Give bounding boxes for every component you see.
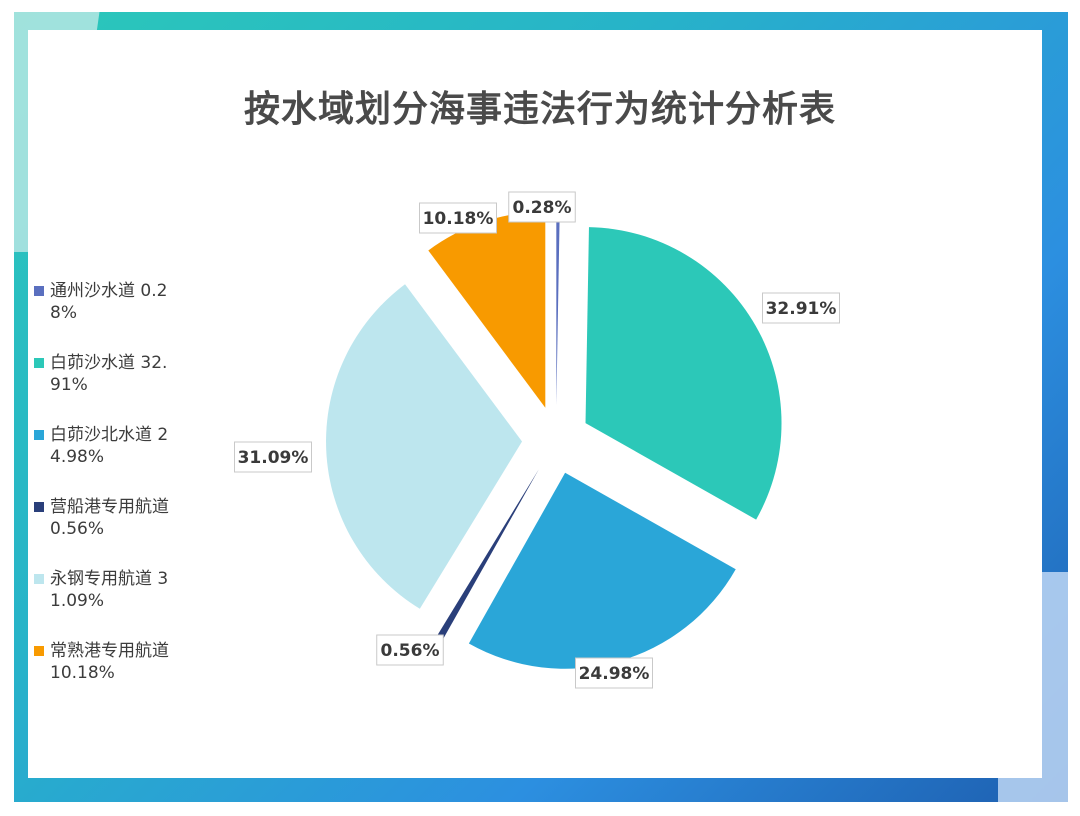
legend-swatch [34, 646, 44, 656]
pie-slice [556, 210, 560, 407]
legend-swatch [34, 574, 44, 584]
data-label-text: 0.56% [381, 641, 440, 661]
data-label-box [376, 634, 444, 666]
data-label-box [419, 202, 497, 234]
legend-label: 常熟港专用航道 10.18% [50, 641, 169, 683]
data-label-text: 10.18% [423, 209, 494, 229]
legend-item: 通州沙水道 0.28% [34, 280, 174, 324]
data-label-text: 31.09% [238, 448, 309, 468]
legend-label: 永钢专用航道 31.09% [50, 569, 169, 611]
data-label-text: 24.98% [579, 664, 650, 684]
legend-label: 白茆沙北水道 24.98% [50, 425, 169, 467]
data-label-box [234, 441, 312, 473]
data-label-box [575, 657, 653, 689]
data-label-text: 0.28% [513, 198, 572, 218]
data-label-text: 32.91% [766, 299, 837, 319]
pie-slice [585, 227, 782, 520]
slide-frame [14, 12, 1068, 802]
legend-item: 营船港专用航道 0.56% [34, 496, 174, 540]
chart-legend: 通州沙水道 0.28% 白茆沙水道 32.91% 白茆沙北水道 24.98% 营船港专… [34, 280, 174, 712]
data-label: 32.91% [762, 292, 840, 324]
data-label-box [762, 292, 840, 324]
legend-item: 永钢专用航道 31.09% [34, 568, 174, 612]
data-label: 0.56% [376, 634, 444, 666]
legend-item: 白茆沙水道 32.91% [34, 352, 174, 396]
legend-label: 营船港专用航道 0.56% [50, 497, 169, 539]
legend-swatch [34, 502, 44, 512]
legend-label: 白茆沙水道 32.91% [50, 353, 168, 395]
legend-label: 通州沙水道 0.28% [50, 281, 168, 323]
legend-item: 常熟港专用航道 10.18% [34, 640, 174, 684]
data-label: 24.98% [575, 657, 653, 689]
data-label: 31.09% [234, 441, 312, 473]
data-label: 0.28% [508, 191, 576, 223]
pie-slice [428, 211, 546, 408]
data-label: 10.18% [419, 202, 497, 234]
legend-swatch [34, 286, 44, 296]
pie-slice [436, 469, 539, 641]
pie-slice [468, 472, 736, 669]
legend-item: 白茆沙北水道 24.98% [34, 424, 174, 468]
pie-slice [326, 284, 523, 609]
chart-title: 按水域划分海事违法行为统计分析表 [243, 89, 836, 130]
legend-swatch [34, 358, 44, 368]
legend-swatch [34, 430, 44, 440]
data-label-box [508, 191, 576, 223]
